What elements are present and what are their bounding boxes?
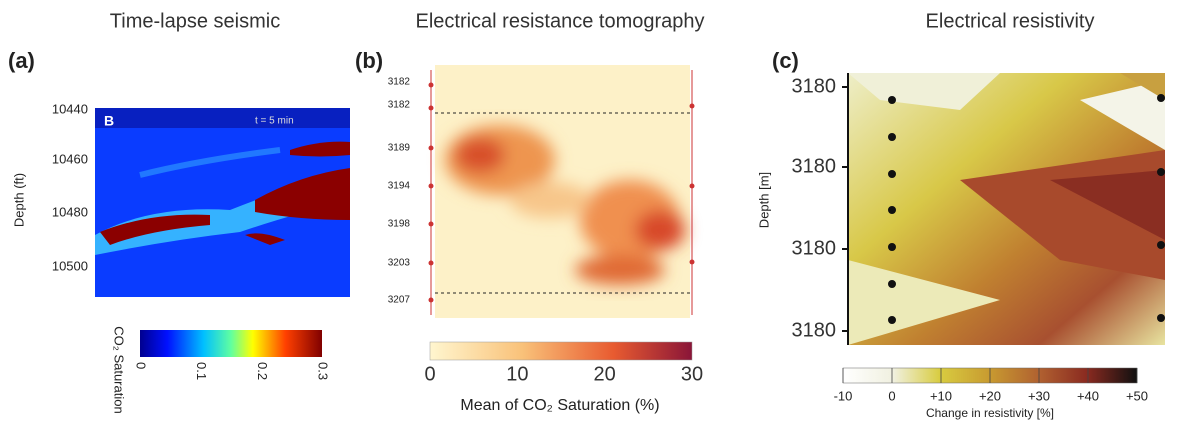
y-axis-label: Depth (ft) bbox=[11, 173, 26, 227]
electrodes bbox=[888, 94, 1165, 324]
colorbar-tick-label: 20 bbox=[594, 363, 616, 385]
colorbar-tick-label: -10 bbox=[834, 388, 853, 403]
colorbar-tick-label: 0.3 bbox=[316, 362, 331, 380]
colorbar-tick-label: +10 bbox=[930, 388, 952, 403]
y-ticks: 3180 3180 3180 3180 bbox=[792, 75, 848, 341]
y-tick-label: 3198 bbox=[388, 219, 411, 230]
colorbar-ticks: -10 0 +10 +20 +30 +40 +50 bbox=[834, 368, 1148, 403]
y-tick-label: 3180 bbox=[792, 75, 837, 97]
colorbar-tick-label: 0.1 bbox=[194, 362, 209, 380]
panel-title: Electrical resistance tomography bbox=[415, 10, 704, 32]
y-tick-label: 10500 bbox=[52, 258, 88, 273]
colorbar-label: Mean of CO₂ Saturation (%) bbox=[460, 397, 659, 414]
colorbar-ticks: 0 10 20 30 bbox=[424, 363, 703, 385]
y-tick-label: 3180 bbox=[792, 237, 837, 259]
colorbar-tick-label: 0 bbox=[134, 362, 149, 369]
panel-title: Time-lapse seismic bbox=[110, 10, 280, 32]
y-axis-label: Depth [m] bbox=[756, 172, 771, 228]
y-tick-label: 3207 bbox=[388, 295, 411, 306]
y-tick-label: 10460 bbox=[52, 151, 88, 166]
colorbar-tick-label: 0 bbox=[888, 388, 895, 403]
colorbar-label: Change in resistivity [%] bbox=[926, 406, 1054, 420]
colorbar-ticks: 0 0.1 0.2 0.3 bbox=[134, 362, 331, 380]
ert-image bbox=[435, 65, 690, 318]
colorbar-tick-label: +30 bbox=[1028, 388, 1050, 403]
panel-title: Electrical resistivity bbox=[926, 10, 1095, 32]
colorbar-tick-label: +20 bbox=[979, 388, 1001, 403]
colorbar-tick-label: 30 bbox=[681, 363, 703, 385]
electrodes bbox=[428, 82, 695, 303]
colorbar-tick-label: 10 bbox=[506, 363, 528, 385]
y-ticks: 10440 10460 10480 10500 bbox=[52, 101, 88, 273]
colorbar-tick-label: +40 bbox=[1077, 388, 1099, 403]
y-tick-label: 3180 bbox=[792, 319, 837, 341]
time-annotation: t = 5 min bbox=[255, 116, 294, 127]
colorbar bbox=[429, 341, 693, 361]
y-tick-label: 3194 bbox=[388, 181, 411, 192]
panel-annotation: B bbox=[104, 113, 114, 129]
y-tick-label: 10440 bbox=[52, 101, 88, 116]
y-tick-label: 10480 bbox=[52, 204, 88, 219]
y-tick-label: 3182 bbox=[388, 100, 411, 111]
y-tick-label: 3203 bbox=[388, 258, 411, 269]
colorbar bbox=[140, 330, 322, 357]
y-ticks: 3182 3182 3189 3194 3198 3203 3207 bbox=[388, 77, 411, 306]
y-tick-label: 3189 bbox=[388, 143, 411, 154]
seismic-image bbox=[95, 108, 350, 297]
resistivity-image bbox=[848, 73, 1165, 345]
colorbar-tick-label: +50 bbox=[1126, 388, 1148, 403]
panel-label: (a) bbox=[8, 48, 35, 73]
y-tick-label: 3180 bbox=[792, 155, 837, 177]
panel-label: (b) bbox=[355, 48, 383, 73]
colorbar-label: CO₂ Saturation bbox=[112, 326, 127, 413]
colorbar-tick-label: 0 bbox=[424, 363, 435, 385]
colorbar-tick-label: 0.2 bbox=[255, 362, 270, 380]
panel-label: (c) bbox=[772, 48, 799, 73]
y-tick-label: 3182 bbox=[388, 77, 411, 88]
